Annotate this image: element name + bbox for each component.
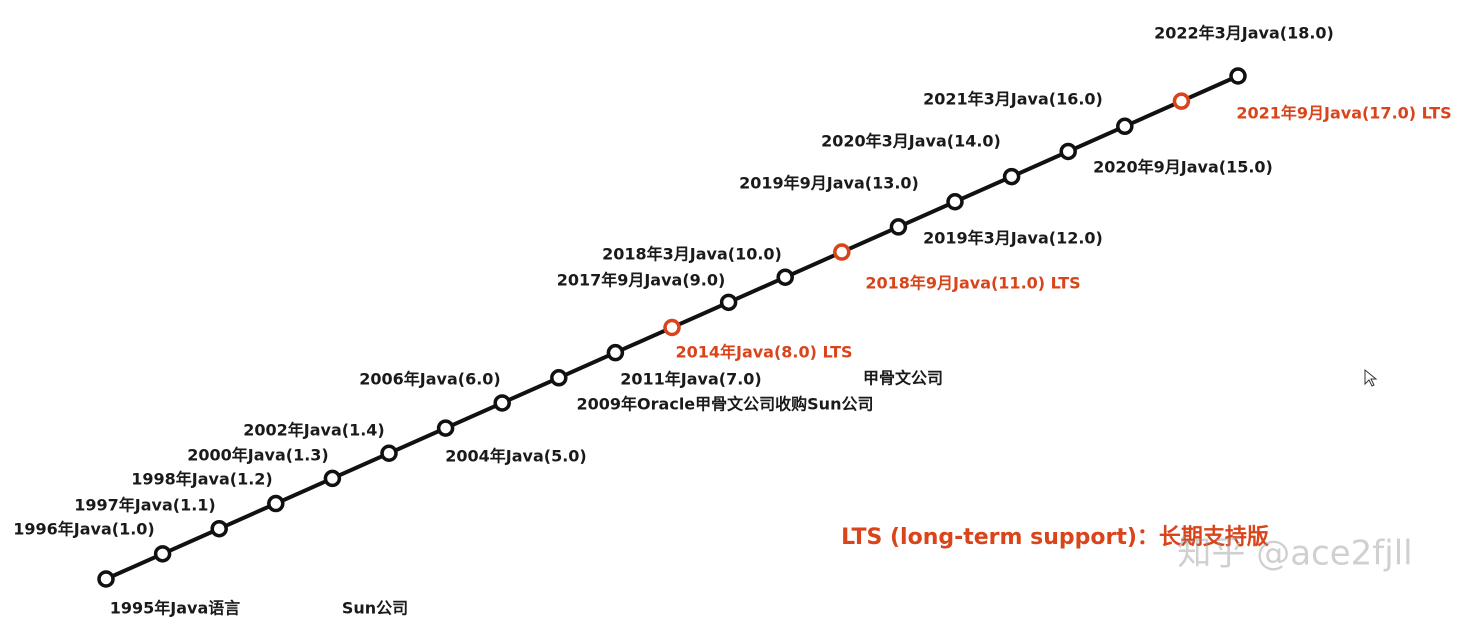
watermark: 知乎 @ace2fjll (1177, 534, 1412, 574)
era-label: 甲骨文公司 (863, 369, 943, 388)
node-label: 2020年9月Java(15.0) (1093, 158, 1273, 177)
node-label: 2017年9月Java(9.0) (557, 271, 726, 290)
timeline-node (97, 570, 115, 588)
node-label: 2004年Java(5.0) (445, 447, 586, 466)
timeline-node (606, 343, 625, 362)
timeline-node (1002, 167, 1021, 186)
node-label: 1998年Java(1.2) (131, 470, 272, 489)
node-label: 2014年Java(8.0) LTS (675, 343, 852, 362)
timeline-node (1172, 92, 1191, 110)
timeline-node (1116, 117, 1134, 136)
timeline-node (323, 469, 342, 488)
node-label: 1996年Java(1.0) (13, 520, 154, 539)
timeline-node (436, 419, 455, 437)
timeline-node (380, 444, 398, 462)
era-label: Sun公司 (342, 599, 408, 618)
node-label: 2006年Java(6.0) (359, 370, 500, 389)
node-label: 2019年3月Java(12.0) (923, 229, 1103, 248)
timeline-node (889, 218, 908, 236)
node-label: 2019年9月Java(13.0) (739, 174, 919, 193)
timeline-node (210, 519, 228, 538)
timeline-node (719, 293, 738, 312)
timeline-node (267, 494, 285, 513)
node-label: 2021年9月Java(17.0) LTS (1236, 104, 1451, 123)
node-label: 1995年Java语言 (110, 599, 241, 618)
timeline-node (1229, 67, 1247, 85)
timeline-node (493, 394, 511, 412)
timeline-node (1059, 142, 1077, 161)
legend-note: LTS (long-term support)：长期支持版 (841, 525, 1269, 550)
node-label: 2009年Oracle甲骨文公司收购Sun公司 (577, 395, 874, 414)
timeline-node (663, 318, 681, 337)
node-label: 1997年Java(1.1) (74, 496, 215, 515)
timeline-node (833, 243, 851, 261)
timeline-node (153, 545, 172, 563)
node-label: 2018年3月Java(10.0) (602, 245, 782, 264)
node-label: 2021年3月Java(16.0) (923, 90, 1103, 109)
timeline-node (946, 193, 964, 211)
cursor (1364, 368, 1378, 387)
node-label: 2020年3月Java(14.0) (821, 132, 1001, 151)
node-label: 2000年Java(1.3) (187, 446, 328, 465)
timeline-node (550, 369, 568, 387)
node-label: 2011年Java(7.0) (620, 370, 761, 389)
node-label: 2022年3月Java(18.0) (1154, 24, 1334, 43)
timeline-node (776, 268, 794, 286)
node-label: 2002年Java(1.4) (243, 421, 384, 440)
node-label: 2018年9月Java(11.0) LTS (865, 274, 1080, 293)
